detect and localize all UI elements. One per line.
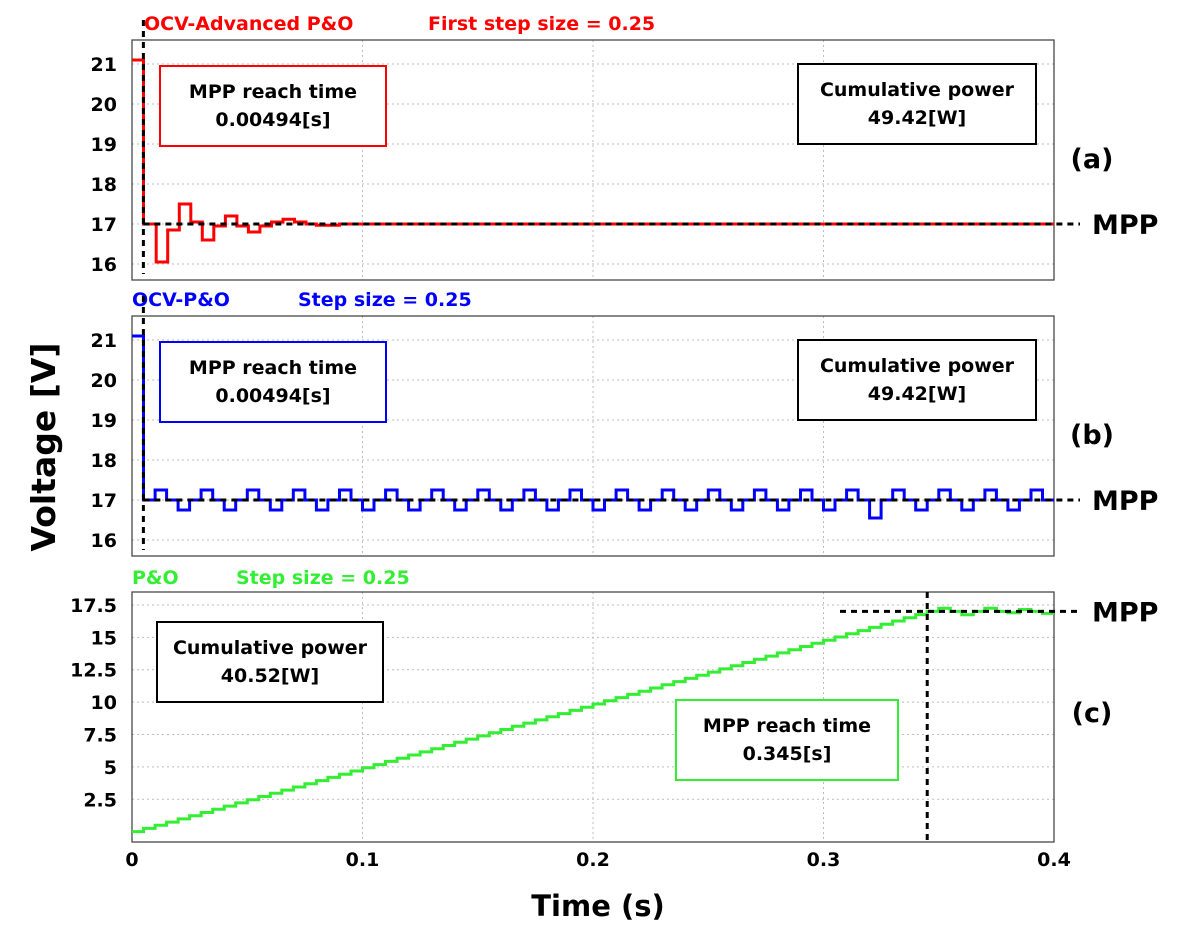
- annotation-box-left: Cumulative power 40.52[W]: [156, 621, 384, 703]
- panel-label: (b): [1070, 420, 1114, 451]
- y-tick-label: 19: [91, 134, 117, 156]
- annotation-box-left: MPP reach time 0.00494[s]: [159, 65, 387, 147]
- y-tick-label: 18: [91, 174, 117, 196]
- voltage-trace: [132, 58, 1054, 264]
- panel-title: OCV-P&O: [132, 289, 230, 311]
- panel-step-size: Step size = 0.25: [298, 289, 472, 311]
- y-tick-label: 2.5: [83, 789, 117, 811]
- y-tick-label: 10: [91, 692, 117, 714]
- voltage-trace: [132, 606, 1054, 834]
- y-tick-label: 19: [91, 410, 117, 432]
- y-tick-label: 17: [91, 490, 117, 512]
- annotation-box-border: [675, 699, 899, 781]
- panel-title: P&O: [132, 567, 179, 589]
- y-tick-label: 20: [91, 94, 117, 116]
- x-tick-label: 0: [125, 849, 138, 871]
- y-tick-label: 17.5: [70, 595, 117, 617]
- annotation-title: MPP reach time: [703, 715, 871, 737]
- annotation-box-right: MPP reach time 0.345[s]: [675, 699, 899, 781]
- y-tick-label: 16: [91, 530, 117, 552]
- mpp-label: MPP: [1092, 597, 1158, 628]
- chart-panel-3: 17.5 15 12.5 10 7.5 5 2.5 P&O Step size = 0.25 MP…: [70, 567, 1158, 843]
- y-tick-label: 15: [91, 627, 117, 649]
- plot-frame: [131, 591, 1055, 843]
- annotation-box-left: MPP reach time 0.00494[s]: [159, 341, 387, 423]
- annotation-title: Cumulative power: [820, 79, 1015, 101]
- annotation-box-border: [156, 621, 384, 703]
- y-tick-label: 12.5: [70, 660, 117, 682]
- mpp-label: MPP: [1092, 210, 1158, 241]
- x-tick-label: 0.4: [1037, 849, 1071, 871]
- y-tick-label: 16: [91, 254, 117, 276]
- annotation-value: 0.345[s]: [743, 743, 832, 765]
- x-tick-label: 0.2: [576, 849, 610, 871]
- annotation-title: MPP reach time: [189, 357, 357, 379]
- annotation-box-right: Cumulative power 49.42[W]: [797, 339, 1037, 421]
- plot-frame: [131, 315, 1055, 557]
- annotation-box-right: Cumulative power 49.42[W]: [797, 63, 1037, 145]
- annotation-box-border: [797, 63, 1037, 145]
- panel-label: (c): [1072, 698, 1113, 729]
- annotation-title: Cumulative power: [820, 355, 1015, 377]
- y-tick-label: 20: [91, 370, 117, 392]
- annotation-title: Cumulative power: [173, 637, 368, 659]
- annotation-value: 49.42[W]: [868, 383, 966, 405]
- y-tick-label: 5: [104, 757, 117, 779]
- annotation-box-border: [159, 341, 387, 423]
- panel-label: (a): [1071, 144, 1114, 175]
- annotation-value: 49.42[W]: [868, 107, 966, 129]
- annotation-value: 0.00494[s]: [215, 385, 330, 407]
- annotation-title: MPP reach time: [189, 81, 357, 103]
- y-axis-label: Voltage [V]: [24, 343, 63, 552]
- chart-panel-2: 21 20 19 18 17 16 OCV-P&O Step size = 0.25 MPP MP…: [91, 289, 1158, 557]
- chart-panel-1: 21 20 19 18 17 16 OCV-Advanced P&O First step s…: [91, 13, 1158, 281]
- x-axis-label: Time (s): [531, 889, 664, 923]
- panel-title: OCV-Advanced P&O: [144, 13, 353, 35]
- annotation-box-border: [797, 339, 1037, 421]
- panel-step-size: Step size = 0.25: [236, 567, 410, 589]
- y-tick-label: 18: [91, 450, 117, 472]
- plot-frame: [131, 39, 1055, 281]
- y-tick-label: 21: [91, 330, 117, 352]
- x-tick-label: 0.3: [807, 849, 841, 871]
- annotation-box-border: [159, 65, 387, 147]
- mpp-label: MPP: [1092, 486, 1158, 517]
- x-tick-label: 0.1: [346, 849, 380, 871]
- annotation-value: 40.52[W]: [221, 665, 319, 687]
- y-tick-label: 17: [91, 214, 117, 236]
- annotation-value: 0.00494[s]: [215, 109, 330, 131]
- y-tick-label: 7.5: [83, 724, 117, 746]
- panel-step-size: First step size = 0.25: [428, 13, 655, 35]
- y-tick-label: 21: [91, 54, 117, 76]
